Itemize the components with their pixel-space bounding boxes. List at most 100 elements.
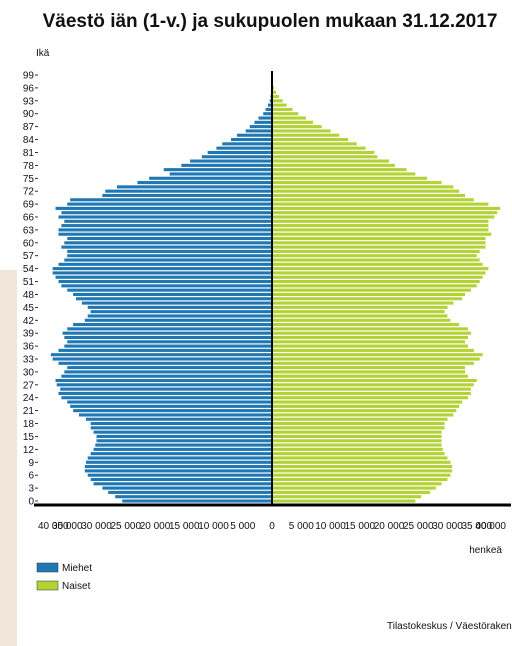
women-bar-age-59 — [272, 245, 486, 249]
women-bar-age-47 — [272, 297, 463, 301]
men-bar-age-25 — [58, 391, 272, 395]
y-tick-label-69: 69 — [23, 200, 35, 211]
y-tick-label-27: 27 — [23, 380, 35, 391]
men-bars — [50, 73, 273, 503]
men-bar-age-9 — [85, 460, 272, 464]
men-bar-age-81 — [207, 150, 272, 155]
legend-swatch-men — [36, 562, 59, 573]
men-bar-age-39 — [62, 331, 272, 335]
men-bar-age-56 — [64, 258, 272, 262]
women-bar-age-31 — [272, 366, 466, 370]
women-bar-age-57 — [272, 254, 477, 258]
men-bar-age-77 — [163, 168, 272, 172]
women-bar-age-27 — [272, 383, 474, 387]
men-bar-age-60 — [64, 241, 272, 245]
men-bar-age-38 — [64, 335, 272, 340]
men-bar-age-23 — [67, 400, 272, 404]
men-bar-age-8 — [84, 465, 272, 469]
x-tick-label-9: 5 000 — [289, 521, 314, 532]
women-bar-age-62 — [272, 232, 492, 236]
men-bar-age-79 — [190, 159, 272, 163]
men-bar-age-20 — [78, 413, 272, 417]
women-bar-age-21 — [272, 409, 457, 413]
y-tick-label-51: 51 — [23, 277, 35, 288]
y-tick-label-93: 93 — [23, 96, 35, 107]
women-bar-age-28 — [272, 378, 477, 383]
y-tick-label-78: 78 — [23, 161, 35, 172]
women-bar-age-76 — [272, 172, 416, 176]
women-bar-age-93 — [272, 99, 283, 103]
women-bar-age-87 — [272, 125, 322, 129]
men-bar-age-33 — [52, 357, 272, 361]
men-bar-age-19 — [85, 417, 272, 421]
men-bar-age-35 — [58, 348, 272, 352]
women-bar-age-19 — [272, 417, 448, 421]
women-bar-age-60 — [272, 241, 486, 245]
women-bar-age-15 — [272, 434, 442, 439]
men-bar-age-37 — [67, 340, 272, 344]
men-bar-age-63 — [58, 228, 272, 232]
men-bar-age-14 — [96, 439, 272, 443]
women-bar-age-91 — [272, 107, 293, 111]
men-bar-age-24 — [61, 396, 273, 400]
men-bar-age-26 — [60, 387, 273, 391]
men-bar-age-82 — [216, 146, 272, 150]
y-tick-label-9: 9 — [28, 458, 34, 469]
y-tick-label-33: 33 — [23, 355, 35, 366]
women-bar-age-84 — [272, 137, 349, 142]
women-bar-age-41 — [272, 323, 460, 327]
women-bar-age-20 — [272, 413, 454, 417]
women-bar-age-61 — [272, 236, 486, 241]
y-axis-ticks: 0369121518212427303336394245485154576063… — [23, 71, 38, 508]
men-bar-age-49 — [67, 288, 272, 292]
women-bar-age-17 — [272, 426, 445, 430]
x-tick-label-3: 25 000 — [110, 521, 141, 532]
men-bar-age-71 — [102, 193, 272, 198]
women-bar-age-68 — [272, 206, 501, 210]
men-bar-age-46 — [81, 301, 272, 305]
men-bar-age-30 — [64, 370, 272, 374]
y-tick-label-18: 18 — [23, 419, 35, 430]
men-bar-age-2 — [108, 490, 272, 494]
x-tick-label-10: 10 000 — [315, 521, 346, 532]
women-bar-age-80 — [272, 155, 378, 159]
men-bar-age-84 — [231, 137, 272, 142]
y-tick-label-42: 42 — [23, 316, 35, 327]
women-bar-age-78 — [272, 163, 395, 167]
men-bar-age-78 — [181, 163, 272, 167]
men-bar-age-51 — [58, 279, 272, 284]
women-bar-age-58 — [272, 249, 480, 253]
men-bar-age-3 — [102, 486, 272, 490]
men-bar-age-85 — [236, 133, 272, 137]
men-bar-age-1 — [115, 495, 272, 499]
women-bar-age-39 — [272, 331, 471, 335]
men-bar-age-17 — [90, 426, 273, 430]
men-bar-age-44 — [90, 310, 273, 314]
men-bar-age-42 — [84, 318, 272, 322]
legend-label-women: Naiset — [62, 581, 91, 592]
women-bar-age-37 — [272, 340, 466, 344]
women-bar-age-55 — [272, 262, 483, 266]
y-axis-label: Ikä — [36, 48, 50, 59]
x-tick-label-1: 35 000 — [52, 521, 83, 532]
women-bar-age-23 — [272, 400, 463, 404]
women-bar-age-89 — [272, 116, 306, 120]
men-bar-age-70 — [70, 198, 272, 202]
women-bar-age-30 — [272, 370, 466, 374]
y-tick-label-57: 57 — [23, 251, 35, 262]
left-background-strip — [0, 270, 17, 646]
y-tick-label-60: 60 — [23, 238, 35, 249]
women-bar-age-49 — [272, 288, 471, 292]
men-bar-age-11 — [90, 452, 273, 456]
x-tick-label-11: 15 000 — [344, 521, 375, 532]
y-tick-label-6: 6 — [28, 471, 34, 482]
men-bar-age-86 — [245, 129, 272, 133]
women-bar-age-70 — [272, 198, 474, 202]
men-bar-age-57 — [67, 254, 272, 258]
men-bar-age-13 — [95, 443, 272, 447]
men-bar-age-72 — [105, 189, 273, 193]
women-bar-age-54 — [272, 267, 489, 271]
women-bar-age-1 — [272, 495, 422, 499]
x-tick-label-16: 40 000 — [475, 521, 506, 532]
women-bar-age-88 — [272, 120, 313, 124]
